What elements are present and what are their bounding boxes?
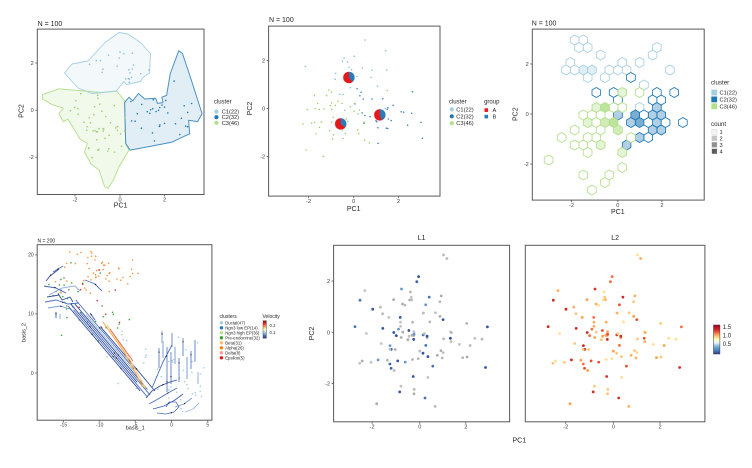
svg-text:C1(22): C1(22)	[222, 110, 239, 116]
svg-text:Ngn3 low EP(14): Ngn3 low EP(14)	[225, 325, 258, 330]
svg-text:group: group	[484, 99, 500, 105]
svg-text:0: 0	[118, 197, 121, 203]
svg-text:-2: -2	[73, 197, 78, 203]
svg-text:2: 2	[31, 61, 34, 67]
svg-text:L2: L2	[611, 235, 619, 242]
svg-text:-2: -2	[306, 199, 311, 205]
svg-text:C3(46): C3(46)	[222, 121, 239, 127]
svg-text:4: 4	[720, 149, 723, 155]
svg-text:0: 0	[352, 199, 355, 205]
svg-text:-5: -5	[133, 422, 138, 428]
svg-text:0.2: 0.2	[270, 323, 277, 328]
svg-text:PC2: PC2	[512, 107, 519, 121]
svg-text:Delta(8): Delta(8)	[225, 350, 241, 355]
svg-text:0: 0	[526, 112, 529, 118]
svg-text:-15: -15	[60, 422, 67, 428]
svg-text:cluster: cluster	[711, 79, 729, 86]
svg-text:1.5: 1.5	[723, 325, 732, 331]
svg-text:2: 2	[658, 425, 661, 431]
svg-text:0: 0	[31, 371, 34, 377]
svg-text:C3(46): C3(46)	[720, 104, 737, 110]
svg-text:0: 0	[262, 107, 265, 113]
svg-text:5: 5	[206, 422, 209, 428]
svg-text:2: 2	[327, 279, 330, 285]
svg-text:0: 0	[327, 330, 330, 336]
svg-text:PC2: PC2	[19, 104, 26, 118]
svg-text:10: 10	[28, 312, 34, 318]
svg-text:PC1: PC1	[611, 209, 625, 216]
svg-text:cluster: cluster	[449, 99, 467, 105]
svg-text:PC1: PC1	[347, 206, 361, 213]
svg-text:0: 0	[418, 425, 421, 431]
svg-text:cluster: cluster	[214, 100, 232, 106]
svg-text:0: 0	[612, 425, 615, 431]
svg-text:PC1: PC1	[512, 438, 526, 445]
svg-text:N = 100: N = 100	[269, 17, 294, 24]
svg-text:PC2: PC2	[247, 102, 254, 116]
svg-text:0: 0	[31, 108, 34, 114]
svg-text:3: 3	[720, 143, 723, 149]
svg-text:1.0: 1.0	[723, 334, 732, 340]
svg-text:C1(22): C1(22)	[456, 107, 473, 113]
svg-text:2: 2	[526, 62, 529, 68]
svg-text:2: 2	[397, 199, 400, 205]
svg-text:count: count	[711, 121, 726, 128]
svg-text:0: 0	[170, 422, 173, 428]
svg-text:-2: -2	[260, 154, 265, 160]
svg-text:B: B	[493, 115, 497, 121]
svg-text:N = 100: N = 100	[532, 20, 557, 27]
svg-text:-2: -2	[370, 425, 375, 431]
svg-text:0.1: 0.1	[270, 330, 277, 335]
svg-text:Pre-endocrine(32): Pre-endocrine(32)	[225, 335, 260, 340]
svg-text:L1: L1	[418, 235, 426, 242]
svg-text:-2: -2	[524, 162, 529, 168]
svg-text:C1(22): C1(22)	[720, 91, 737, 97]
svg-text:2: 2	[262, 59, 265, 65]
svg-text:Beta(31): Beta(31)	[225, 340, 242, 345]
svg-text:C3(46): C3(46)	[456, 121, 473, 127]
svg-text:basis_2: basis_2	[22, 323, 28, 342]
svg-text:clusters: clusters	[220, 314, 238, 320]
svg-text:Epsilon(5): Epsilon(5)	[225, 355, 245, 360]
svg-text:2: 2	[464, 425, 467, 431]
svg-text:0.5: 0.5	[723, 342, 732, 348]
svg-text:-10: -10	[96, 422, 103, 428]
svg-text:Ductal(47): Ductal(47)	[225, 320, 245, 325]
svg-text:PC2: PC2	[309, 327, 316, 341]
svg-text:PC1: PC1	[114, 203, 128, 210]
svg-text:A: A	[493, 108, 497, 114]
svg-text:-2: -2	[569, 203, 574, 209]
svg-text:0: 0	[616, 203, 619, 209]
svg-text:1: 1	[720, 130, 723, 136]
svg-text:C2(32): C2(32)	[720, 97, 737, 103]
svg-text:20: 20	[28, 253, 34, 259]
svg-text:Velocity: Velocity	[263, 314, 281, 320]
svg-text:basis_1: basis_1	[126, 426, 145, 432]
svg-text:-2: -2	[325, 382, 330, 388]
svg-text:N = 100: N = 100	[38, 21, 63, 28]
svg-text:Ngn3 high EP(36): Ngn3 high EP(36)	[225, 330, 260, 335]
svg-text:Alpha(26): Alpha(26)	[225, 345, 244, 350]
svg-text:2: 2	[720, 136, 723, 142]
svg-text:2: 2	[660, 203, 663, 209]
svg-text:-2: -2	[29, 155, 34, 161]
svg-text:C2(32): C2(32)	[456, 114, 473, 120]
svg-text:-2: -2	[563, 425, 568, 431]
svg-text:2: 2	[163, 197, 166, 203]
svg-text:C2(32): C2(32)	[222, 115, 239, 121]
svg-text:N = 200: N = 200	[38, 238, 56, 244]
